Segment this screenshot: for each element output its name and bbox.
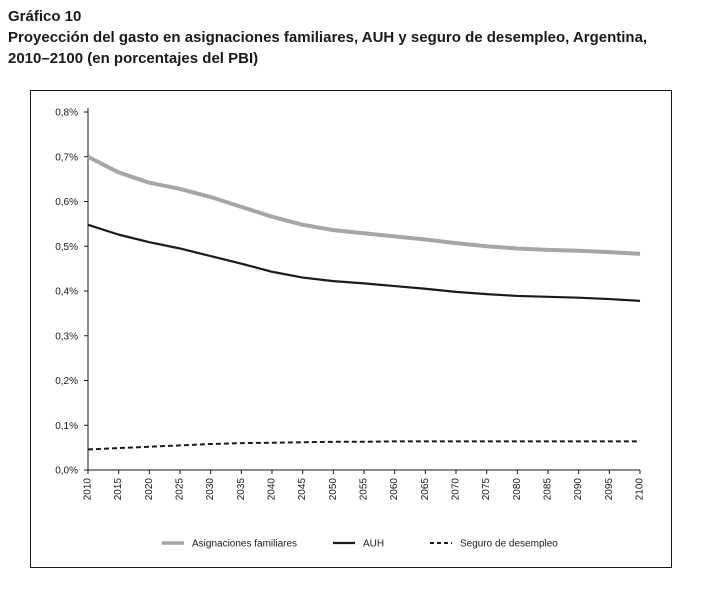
- y-tick-label: 0,3%: [55, 331, 78, 342]
- x-tick-label: 2015: [113, 478, 124, 501]
- legend-label-2: AUH: [363, 539, 384, 550]
- x-tick-label: 2100: [635, 478, 646, 501]
- x-tick-label: 2010: [83, 478, 94, 501]
- x-tick-label: 2085: [543, 478, 554, 501]
- chart-heading: Gráfico 10 Proyección del gasto en asign…: [8, 6, 698, 69]
- y-tick-label: 0,0%: [55, 466, 78, 477]
- x-tick-label: 2050: [328, 478, 339, 501]
- x-tick-label: 2080: [512, 478, 523, 501]
- legend-label-1: Asignaciones familiares: [192, 539, 297, 550]
- x-tick-label: 2095: [604, 478, 615, 501]
- x-tick-label: 2070: [451, 478, 462, 501]
- x-tick-label: 2040: [267, 478, 278, 501]
- y-tick-label: 0,7%: [55, 152, 78, 163]
- x-tick-label: 2020: [144, 478, 155, 501]
- chart-frame: [30, 90, 672, 568]
- y-tick-label: 0,2%: [55, 376, 78, 387]
- y-tick-label: 0,6%: [55, 197, 78, 208]
- y-tick-label: 0,4%: [55, 287, 78, 298]
- x-tick-label: 2055: [359, 478, 370, 501]
- figure-label: Gráfico 10: [8, 8, 82, 25]
- series-line-3: [87, 440, 640, 451]
- series-line-2: [87, 223, 641, 302]
- x-tick-label: 2025: [175, 478, 186, 501]
- y-tick-label: 0,1%: [55, 421, 78, 432]
- x-tick-label: 2045: [297, 478, 308, 501]
- x-tick-label: 2060: [389, 478, 400, 501]
- x-tick-label: 2075: [481, 478, 492, 501]
- y-tick-label: 0,8%: [55, 108, 78, 119]
- x-tick-label: 2065: [420, 478, 431, 501]
- series-line-1: [87, 154, 641, 256]
- y-tick-label: 0,5%: [55, 242, 78, 253]
- legend-label-3: Seguro de desempleo: [460, 539, 558, 550]
- x-tick-label: 2035: [236, 478, 247, 501]
- chart-title-line-1: Proyección del gasto en asignaciones fam…: [8, 29, 648, 46]
- x-tick-label: 2030: [205, 478, 216, 501]
- x-tick-label: 2090: [573, 478, 584, 501]
- chart-title-line-2: 2010–2100 (en porcentajes del PBI): [8, 50, 259, 67]
